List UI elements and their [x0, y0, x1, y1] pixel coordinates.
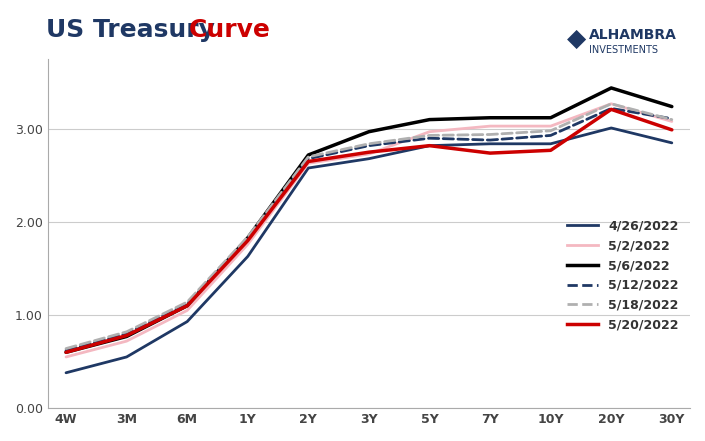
5/20/2022 — [304, 159, 312, 164]
4/26/2022 — [607, 125, 615, 131]
5/20/2022 — [243, 238, 252, 243]
5/2/2022 — [364, 151, 373, 157]
5/20/2022 — [668, 127, 676, 132]
5/12/2022 — [123, 331, 131, 336]
Line: 4/26/2022: 4/26/2022 — [66, 128, 672, 373]
5/20/2022 — [425, 143, 434, 148]
Legend: 4/26/2022, 5/2/2022, 5/6/2022, 5/12/2022, 5/18/2022, 5/20/2022: 4/26/2022, 5/2/2022, 5/6/2022, 5/12/2022… — [562, 214, 684, 336]
5/12/2022 — [486, 138, 494, 143]
5/20/2022 — [123, 333, 131, 338]
5/6/2022 — [123, 334, 131, 339]
5/2/2022 — [668, 119, 676, 124]
5/6/2022 — [546, 115, 555, 120]
Line: 5/6/2022: 5/6/2022 — [66, 88, 672, 352]
5/20/2022 — [62, 350, 70, 355]
5/2/2022 — [62, 354, 70, 359]
4/26/2022 — [243, 254, 252, 259]
5/18/2022 — [123, 329, 131, 334]
4/26/2022 — [486, 141, 494, 146]
Line: 5/18/2022: 5/18/2022 — [66, 104, 672, 348]
5/2/2022 — [425, 129, 434, 135]
Text: INVESTMENTS: INVESTMENTS — [589, 45, 658, 55]
4/26/2022 — [62, 370, 70, 375]
5/12/2022 — [243, 236, 252, 241]
4/26/2022 — [123, 354, 131, 359]
5/12/2022 — [304, 156, 312, 161]
5/6/2022 — [183, 303, 192, 308]
4/26/2022 — [668, 140, 676, 146]
Text: ALHAMBRA: ALHAMBRA — [589, 28, 677, 42]
5/18/2022 — [304, 154, 312, 160]
5/18/2022 — [546, 128, 555, 134]
5/12/2022 — [364, 143, 373, 148]
4/26/2022 — [183, 319, 192, 324]
5/12/2022 — [183, 301, 192, 306]
5/12/2022 — [425, 135, 434, 141]
5/18/2022 — [607, 101, 615, 106]
4/26/2022 — [425, 143, 434, 148]
Text: Curve: Curve — [189, 18, 271, 42]
5/2/2022 — [304, 161, 312, 166]
5/12/2022 — [546, 133, 555, 138]
5/20/2022 — [607, 107, 615, 112]
5/18/2022 — [425, 133, 434, 138]
5/2/2022 — [243, 242, 252, 247]
5/2/2022 — [183, 308, 192, 313]
5/6/2022 — [607, 85, 615, 90]
5/2/2022 — [546, 123, 555, 129]
5/6/2022 — [486, 115, 494, 120]
5/20/2022 — [486, 150, 494, 156]
5/12/2022 — [62, 348, 70, 353]
5/12/2022 — [607, 106, 615, 111]
5/6/2022 — [668, 104, 676, 109]
4/26/2022 — [546, 141, 555, 146]
Text: US Treasury: US Treasury — [46, 18, 223, 42]
5/18/2022 — [62, 346, 70, 351]
5/2/2022 — [123, 339, 131, 344]
5/2/2022 — [607, 101, 615, 106]
Line: 5/2/2022: 5/2/2022 — [66, 104, 672, 357]
5/20/2022 — [364, 149, 373, 155]
5/20/2022 — [546, 148, 555, 153]
5/18/2022 — [243, 234, 252, 239]
5/20/2022 — [183, 303, 192, 308]
4/26/2022 — [304, 165, 312, 171]
4/26/2022 — [364, 156, 373, 161]
5/18/2022 — [183, 299, 192, 305]
5/18/2022 — [364, 141, 373, 146]
5/12/2022 — [668, 116, 676, 121]
5/18/2022 — [486, 132, 494, 137]
5/6/2022 — [364, 129, 373, 135]
Text: ◆: ◆ — [567, 27, 587, 51]
5/2/2022 — [486, 123, 494, 129]
5/18/2022 — [668, 117, 676, 122]
Line: 5/20/2022: 5/20/2022 — [66, 109, 672, 352]
5/6/2022 — [62, 350, 70, 355]
Line: 5/12/2022: 5/12/2022 — [66, 108, 672, 351]
5/6/2022 — [425, 117, 434, 122]
5/6/2022 — [243, 235, 252, 240]
5/6/2022 — [304, 152, 312, 157]
